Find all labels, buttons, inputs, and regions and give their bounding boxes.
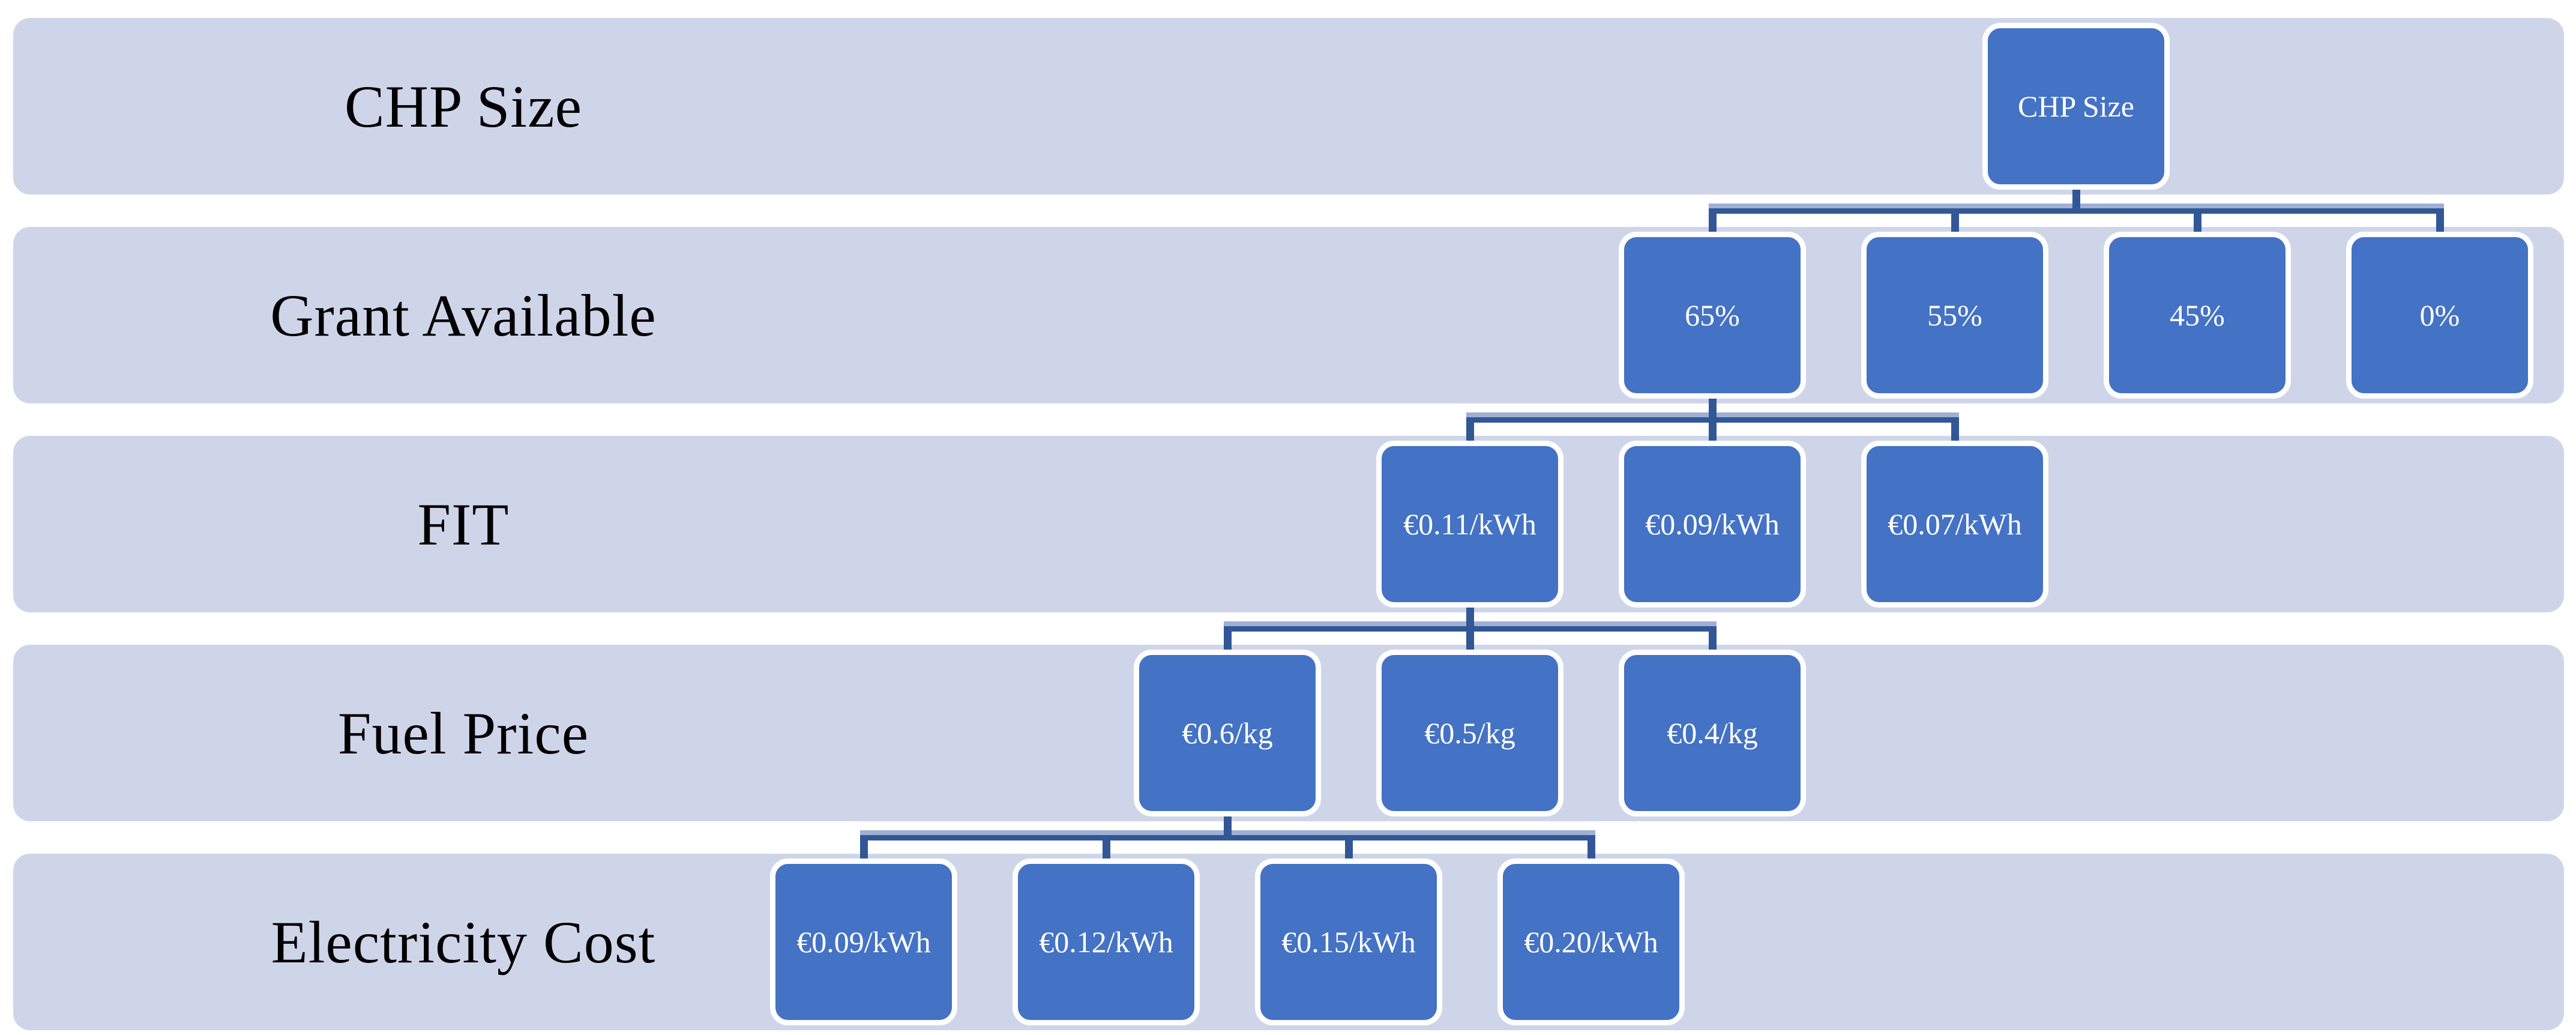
node-grant-55: 55% xyxy=(1861,232,2048,399)
row-band-chp-size: CHP Size xyxy=(13,18,2564,195)
connector-stub-child-grant-0 xyxy=(2436,208,2444,237)
connector-stub-child-grant-55 xyxy=(1951,208,1959,237)
node-elec-015: €0.15/kWh xyxy=(1255,858,1442,1025)
connector-stub-child-elec-009 xyxy=(860,835,868,863)
connector-stub-child-fit-011 xyxy=(1466,417,1474,445)
connector-stub-child-grant-45 xyxy=(2194,208,2201,237)
connector-stub-child-fit-007 xyxy=(1951,417,1959,445)
connector-stub-parent-fuel-06 xyxy=(1224,814,1232,840)
connector-stub-child-fit-009 xyxy=(1709,417,1717,445)
connector-stub-child-elec-015 xyxy=(1345,835,1353,863)
node-fuel-04: €0.4/kg xyxy=(1619,650,1806,816)
node-elec-020: €0.20/kWh xyxy=(1497,858,1685,1025)
row-label-fuel-price: Fuel Price xyxy=(337,699,589,767)
node-grant-45: 45% xyxy=(2104,232,2291,399)
connector-stub-parent-chp xyxy=(2072,187,2080,214)
row-label-electricity-cost: Electricity Cost xyxy=(271,908,656,976)
connector-stub-child-fuel-06 xyxy=(1224,626,1232,654)
node-chp-size: CHP Size xyxy=(1982,23,2170,190)
node-fit-009: €0.09/kWh xyxy=(1619,441,1806,608)
connector-stub-child-elec-020 xyxy=(1587,835,1595,863)
row-label-grant-available: Grant Available xyxy=(270,282,657,349)
node-elec-009: €0.09/kWh xyxy=(770,858,957,1025)
connector-stub-child-fuel-05 xyxy=(1466,626,1474,654)
node-fit-011: €0.11/kWh xyxy=(1376,441,1563,608)
connector-stub-child-fuel-04 xyxy=(1709,626,1717,654)
row-band-fit: FIT xyxy=(13,436,2564,612)
node-fit-007: €0.07/kWh xyxy=(1861,441,2048,608)
node-grant-65: 65% xyxy=(1619,232,1806,399)
connector-stub-parent-grant-65 xyxy=(1709,396,1717,423)
connector-stub-parent-fit-011 xyxy=(1466,605,1474,632)
connector-stub-child-grant-65 xyxy=(1709,208,1717,237)
row-label-chp-size: CHP Size xyxy=(345,73,582,140)
node-elec-012: €0.12/kWh xyxy=(1013,858,1200,1025)
node-grant-0: 0% xyxy=(2346,232,2533,399)
node-fuel-05: €0.5/kg xyxy=(1376,650,1563,816)
connector-stub-child-elec-012 xyxy=(1103,835,1110,863)
row-label-fit: FIT xyxy=(417,490,510,558)
node-fuel-06: €0.6/kg xyxy=(1134,650,1321,816)
